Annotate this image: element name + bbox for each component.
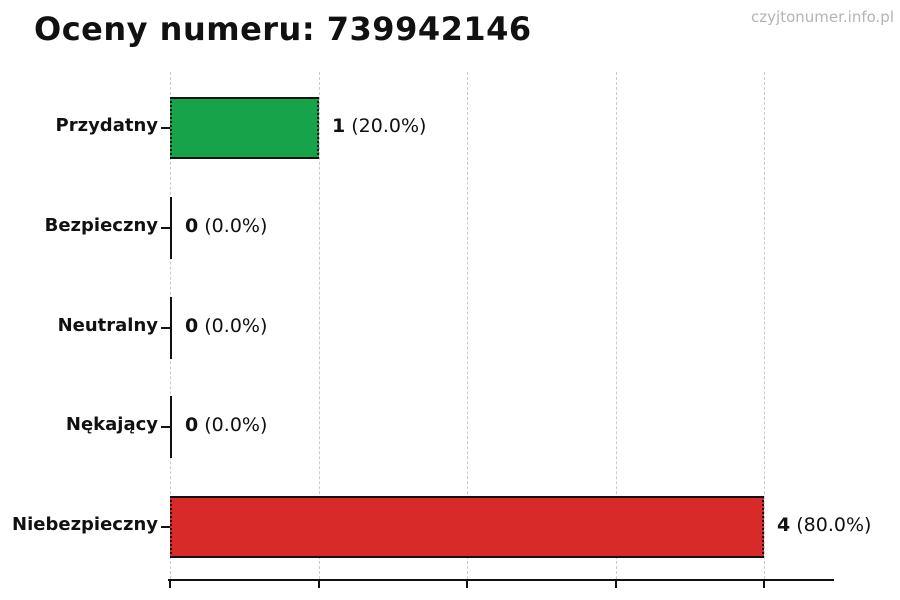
x-axis-tick [169, 579, 171, 588]
value-count: 4 [777, 514, 791, 537]
value-count: 0 [185, 214, 199, 237]
x-axis-tick [763, 579, 766, 588]
category-label: Neutralny [57, 314, 158, 336]
y-axis-tick [161, 226, 170, 229]
value-percent: (0.0%) [198, 314, 268, 337]
zero-bar [170, 296, 172, 359]
category-label: Przydatny [55, 115, 158, 136]
bar [170, 97, 319, 159]
gridline [467, 72, 469, 579]
chart-title: Oceny numeru: 739942146 [34, 10, 532, 48]
value-label: 0 (0.0%) [185, 414, 267, 436]
y-axis-tick [161, 526, 170, 529]
category-label: Bezpieczny [44, 214, 158, 236]
x-axis [168, 579, 834, 581]
y-axis-tick [161, 426, 170, 429]
value-percent: (0.0%) [198, 414, 268, 437]
value-count: 0 [185, 414, 199, 437]
category-label: Nękający [65, 414, 158, 436]
gridline [764, 72, 766, 579]
zero-bar [170, 196, 172, 259]
y-axis-tick [161, 326, 170, 329]
gridline [318, 72, 320, 579]
value-label: 1 (20.0%) [332, 115, 426, 137]
x-axis-tick [317, 579, 320, 588]
category-label: Niebezpieczny [12, 514, 158, 536]
watermark: czyjtonumer.info.pl [751, 8, 894, 26]
y-axis-tick [161, 127, 170, 129]
value-label: 0 (0.0%) [185, 315, 267, 337]
value-percent: (20.0%) [345, 115, 427, 137]
value-percent: (80.0%) [790, 514, 872, 537]
bar [170, 496, 764, 559]
value-label: 0 (0.0%) [185, 215, 267, 237]
zero-bar [170, 396, 172, 459]
value-count: 0 [185, 314, 199, 337]
x-axis-tick [466, 579, 469, 588]
gridline [615, 72, 617, 579]
x-axis-tick [614, 579, 617, 588]
value-percent: (0.0%) [198, 214, 268, 237]
value-label: 4 (80.0%) [777, 514, 871, 536]
value-count: 1 [332, 115, 346, 137]
